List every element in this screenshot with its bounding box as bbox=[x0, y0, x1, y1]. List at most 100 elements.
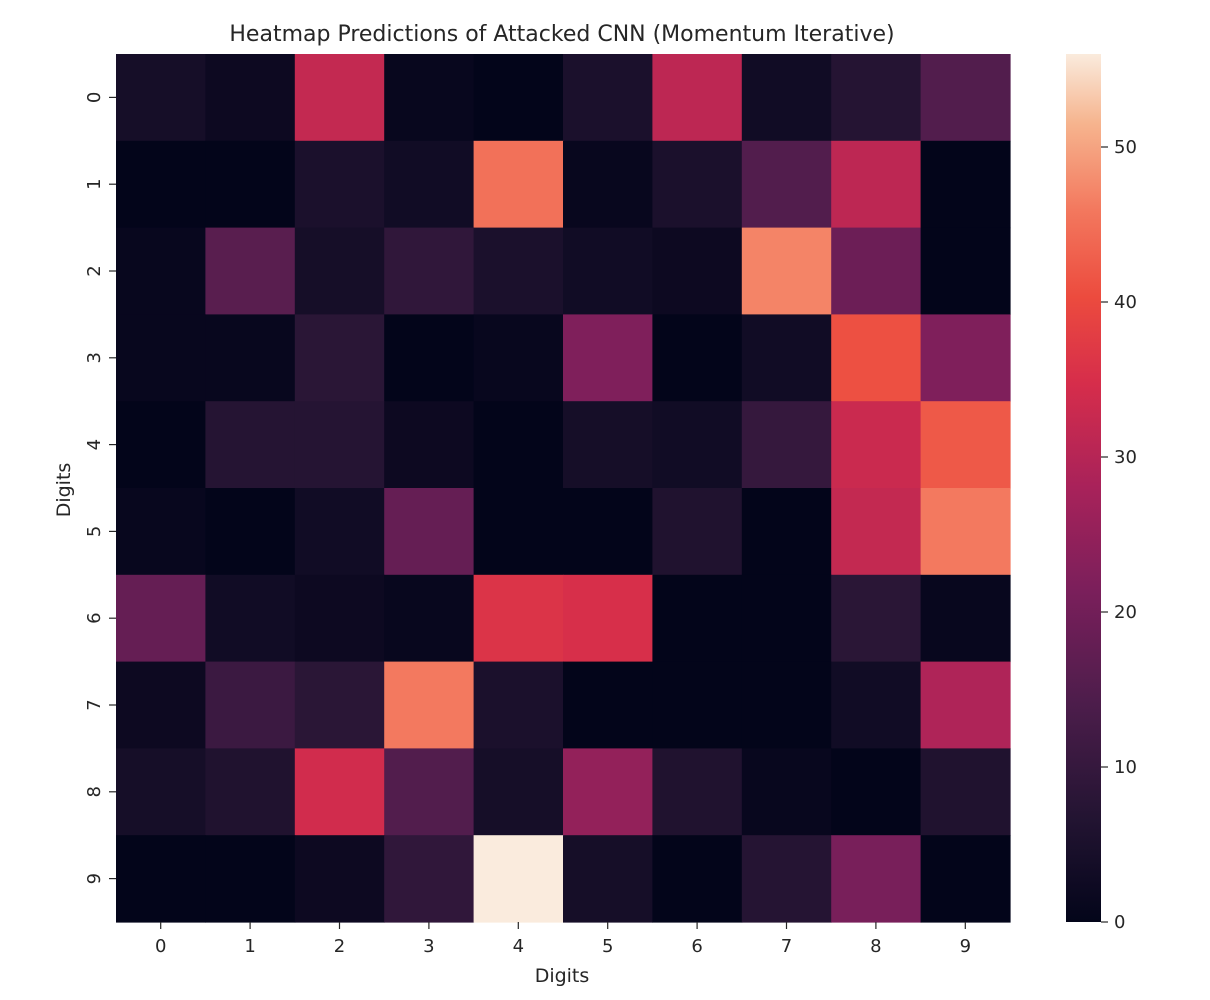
colorbar-tick-label: 10 bbox=[1114, 757, 1137, 778]
heatmap-cell bbox=[384, 748, 475, 836]
heatmap-cell bbox=[116, 314, 206, 402]
heatmap-cell bbox=[384, 54, 475, 142]
heatmap-cell bbox=[652, 314, 743, 402]
heatmap-cell bbox=[831, 488, 922, 576]
heatmap-cell bbox=[294, 488, 385, 576]
heatmap-cell bbox=[294, 574, 385, 663]
heatmap-cell bbox=[831, 748, 922, 836]
heatmap-cell bbox=[205, 314, 296, 402]
heatmap-cell bbox=[384, 835, 475, 923]
heatmap-cell bbox=[652, 401, 743, 489]
x-tick-label: 7 bbox=[781, 936, 792, 957]
heatmap-cell bbox=[920, 488, 1011, 576]
colorbar-tick-label: 30 bbox=[1114, 447, 1137, 468]
heatmap-cell bbox=[563, 488, 653, 576]
heatmap-cell bbox=[384, 314, 475, 402]
heatmap-cell bbox=[116, 54, 206, 142]
heatmap-cell bbox=[920, 54, 1011, 142]
colorbar-tick-label: 0 bbox=[1114, 912, 1125, 933]
heatmap-cell bbox=[563, 140, 653, 229]
heatmap-cell bbox=[652, 661, 743, 749]
heatmap-cell bbox=[294, 54, 385, 142]
y-axis-ticks: 0 1 2 3 4 5 6 7 8 9 bbox=[84, 92, 116, 884]
heatmap-cell bbox=[920, 748, 1011, 836]
heatmap-cell bbox=[473, 401, 564, 489]
heatmap-cell bbox=[205, 574, 296, 663]
heatmap-cell bbox=[831, 574, 922, 663]
x-tick-label: 3 bbox=[423, 936, 434, 957]
heatmap-cell bbox=[741, 314, 832, 402]
heatmap-cell bbox=[116, 140, 206, 229]
heatmap-cell bbox=[652, 574, 743, 663]
heatmap-cell bbox=[384, 488, 475, 576]
heatmap-cell bbox=[831, 314, 922, 402]
heatmap-cell bbox=[473, 574, 564, 663]
heatmap-cell bbox=[563, 748, 653, 836]
heatmap-cell bbox=[116, 401, 206, 489]
heatmap-cell bbox=[205, 54, 296, 142]
heatmap-cell bbox=[741, 661, 832, 749]
heatmap-cell bbox=[384, 401, 475, 489]
heatmap-cell bbox=[384, 140, 475, 229]
heatmap-cell bbox=[563, 835, 653, 923]
heatmap-cell bbox=[563, 227, 653, 315]
heatmap-cell bbox=[473, 227, 564, 315]
heatmap-cell bbox=[384, 661, 475, 749]
heatmap-cell bbox=[116, 227, 206, 315]
y-tick-label: 1 bbox=[84, 178, 105, 189]
heatmap-cell bbox=[205, 748, 296, 836]
x-axis-ticks: 0 1 2 3 4 5 6 7 8 9 bbox=[155, 922, 971, 957]
colorbar-ticks: 0 10 20 30 40 50 bbox=[1101, 137, 1137, 933]
y-tick-label: 2 bbox=[84, 265, 105, 276]
y-tick-label: 8 bbox=[84, 786, 105, 797]
heatmap-cell bbox=[205, 227, 296, 315]
heatmap-cell bbox=[294, 401, 385, 489]
heatmap-cell bbox=[741, 401, 832, 489]
heatmap-cell bbox=[652, 488, 743, 576]
heatmap-cell bbox=[741, 574, 832, 663]
heatmap-cell bbox=[294, 227, 385, 315]
heatmap-cell bbox=[652, 54, 743, 142]
heatmap-cell bbox=[473, 748, 564, 836]
colorbar bbox=[1066, 54, 1101, 922]
heatmap-cell bbox=[116, 835, 206, 923]
heatmap-cell bbox=[920, 661, 1011, 749]
y-tick-label: 7 bbox=[84, 699, 105, 710]
heatmap-cell bbox=[205, 661, 296, 749]
y-tick-label: 0 bbox=[84, 92, 105, 103]
heatmap-cell bbox=[741, 748, 832, 836]
heatmap-cells bbox=[116, 54, 1011, 923]
heatmap-cell bbox=[294, 661, 385, 749]
heatmap-cell bbox=[920, 314, 1011, 402]
heatmap-cell bbox=[473, 488, 564, 576]
x-tick-label: 2 bbox=[334, 936, 345, 957]
y-axis-label: Digits bbox=[53, 463, 75, 518]
x-tick-label: 5 bbox=[602, 936, 613, 957]
colorbar-tick-label: 20 bbox=[1114, 602, 1137, 623]
y-tick-label: 3 bbox=[84, 352, 105, 363]
heatmap-cell bbox=[563, 54, 653, 142]
heatmap-cell bbox=[116, 661, 206, 749]
heatmap-cell bbox=[563, 314, 653, 402]
heatmap-cell bbox=[831, 140, 922, 229]
heatmap-cell bbox=[473, 140, 564, 229]
heatmap-cell bbox=[741, 54, 832, 142]
heatmap-cell bbox=[920, 140, 1011, 229]
heatmap-cell bbox=[384, 227, 475, 315]
heatmap-cell bbox=[205, 140, 296, 229]
heatmap-cell bbox=[920, 574, 1011, 663]
heatmap-cell bbox=[652, 835, 743, 923]
heatmap-cell bbox=[473, 661, 564, 749]
heatmap-cell bbox=[384, 574, 475, 663]
heatmap-cell bbox=[920, 835, 1011, 923]
heatmap-cell bbox=[831, 401, 922, 489]
y-tick-label: 9 bbox=[84, 873, 105, 884]
heatmap-cell bbox=[116, 748, 206, 836]
heatmap-cell bbox=[294, 314, 385, 402]
chart-title: Heatmap Predictions of Attacked CNN (Mom… bbox=[229, 22, 894, 47]
heatmap-cell bbox=[563, 661, 653, 749]
heatmap-cell bbox=[205, 488, 296, 576]
heatmap-cell bbox=[473, 54, 564, 142]
heatmap-cell bbox=[831, 835, 922, 923]
